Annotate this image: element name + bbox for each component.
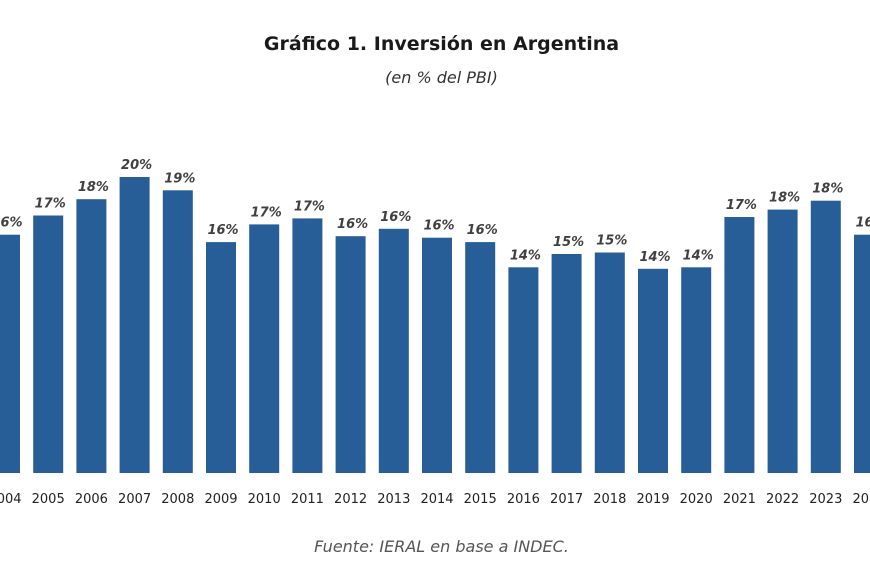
- x-tick-2004: 2004: [0, 492, 22, 507]
- data-label-2019: 14%: [639, 250, 670, 265]
- bar-2020: [681, 267, 712, 473]
- bar-2004: [0, 234, 20, 473]
- chart-source: Fuente: IERAL en base a INDEC.: [314, 537, 569, 556]
- x-tick-2006: 2006: [75, 492, 108, 507]
- data-label-2023: 18%: [812, 182, 843, 197]
- x-tick-2016: 2016: [507, 492, 540, 507]
- data-label-2024: 16%: [855, 216, 870, 231]
- data-label-2021: 17%: [726, 198, 757, 213]
- data-label-2004: 16%: [0, 216, 23, 231]
- x-tick-labels-group: 2004 2005 2006 2007 2008 2009 2010 2011 2012 2013…: [0, 492, 870, 507]
- x-tick-2018: 2018: [593, 492, 626, 507]
- x-tick-2022: 2022: [766, 492, 799, 507]
- data-label-2020: 14%: [683, 248, 714, 263]
- data-label-2011: 17%: [294, 199, 325, 214]
- bar-2014: [422, 237, 452, 473]
- data-label-2010: 17%: [251, 205, 282, 220]
- data-label-2022: 18%: [769, 191, 800, 206]
- bar-2017: [551, 254, 582, 473]
- bar-2012: [335, 236, 366, 473]
- bar-2015: [465, 242, 496, 473]
- bar-2018: [594, 252, 625, 473]
- x-tick-2008: 2008: [161, 492, 194, 507]
- x-tick-2005: 2005: [32, 492, 65, 507]
- data-label-2013: 16%: [380, 210, 411, 225]
- bar-2006: [76, 199, 107, 473]
- x-tick-2024: 2024: [852, 492, 870, 507]
- x-tick-2017: 2017: [550, 492, 583, 507]
- bar-2024: [854, 234, 870, 473]
- x-tick-2020: 2020: [680, 492, 713, 507]
- data-label-2012: 16%: [337, 217, 368, 232]
- bar-2023: [810, 200, 841, 473]
- x-tick-2015: 2015: [464, 492, 497, 507]
- x-tick-2007: 2007: [118, 492, 151, 507]
- bar-2019: [638, 268, 668, 473]
- data-label-2007: 20%: [121, 158, 152, 173]
- data-label-2017: 15%: [553, 235, 584, 250]
- bar-2005: [33, 215, 64, 473]
- data-labels-group: 16% 17% 18% 20% 19% 16% 17% 17% 16% 16% 16% 16% 14% 1…: [0, 158, 870, 265]
- data-label-2016: 14%: [510, 248, 541, 263]
- x-tick-2009: 2009: [204, 492, 237, 507]
- bar-2013: [378, 228, 409, 473]
- x-tick-2014: 2014: [420, 492, 453, 507]
- data-label-2009: 16%: [207, 223, 238, 238]
- x-tick-2010: 2010: [248, 492, 281, 507]
- data-label-2018: 15%: [596, 234, 627, 249]
- data-label-2015: 16%: [467, 223, 498, 238]
- bar-2021: [724, 217, 755, 473]
- x-tick-2013: 2013: [377, 492, 410, 507]
- bar-2010: [249, 224, 280, 473]
- x-tick-2021: 2021: [723, 492, 756, 507]
- data-label-2014: 16%: [423, 219, 454, 234]
- bar-2009: [206, 242, 236, 473]
- x-tick-2012: 2012: [334, 492, 367, 507]
- bar-2016: [508, 267, 539, 473]
- chart-title: Gráfico 1. Inversión en Argentina: [263, 33, 620, 55]
- bars-group: [0, 177, 870, 474]
- data-label-2008: 19%: [164, 171, 195, 186]
- chart-subtitle: (en % del PBI): [385, 68, 498, 87]
- x-tick-2019: 2019: [636, 492, 669, 507]
- data-label-2005: 17%: [35, 197, 66, 212]
- x-tick-2011: 2011: [291, 492, 324, 507]
- bar-2007: [119, 177, 150, 473]
- bar-2008: [162, 190, 193, 474]
- bar-2022: [767, 209, 798, 473]
- bar-2011: [292, 218, 323, 473]
- x-tick-2023: 2023: [809, 492, 842, 507]
- data-label-2006: 18%: [78, 180, 109, 195]
